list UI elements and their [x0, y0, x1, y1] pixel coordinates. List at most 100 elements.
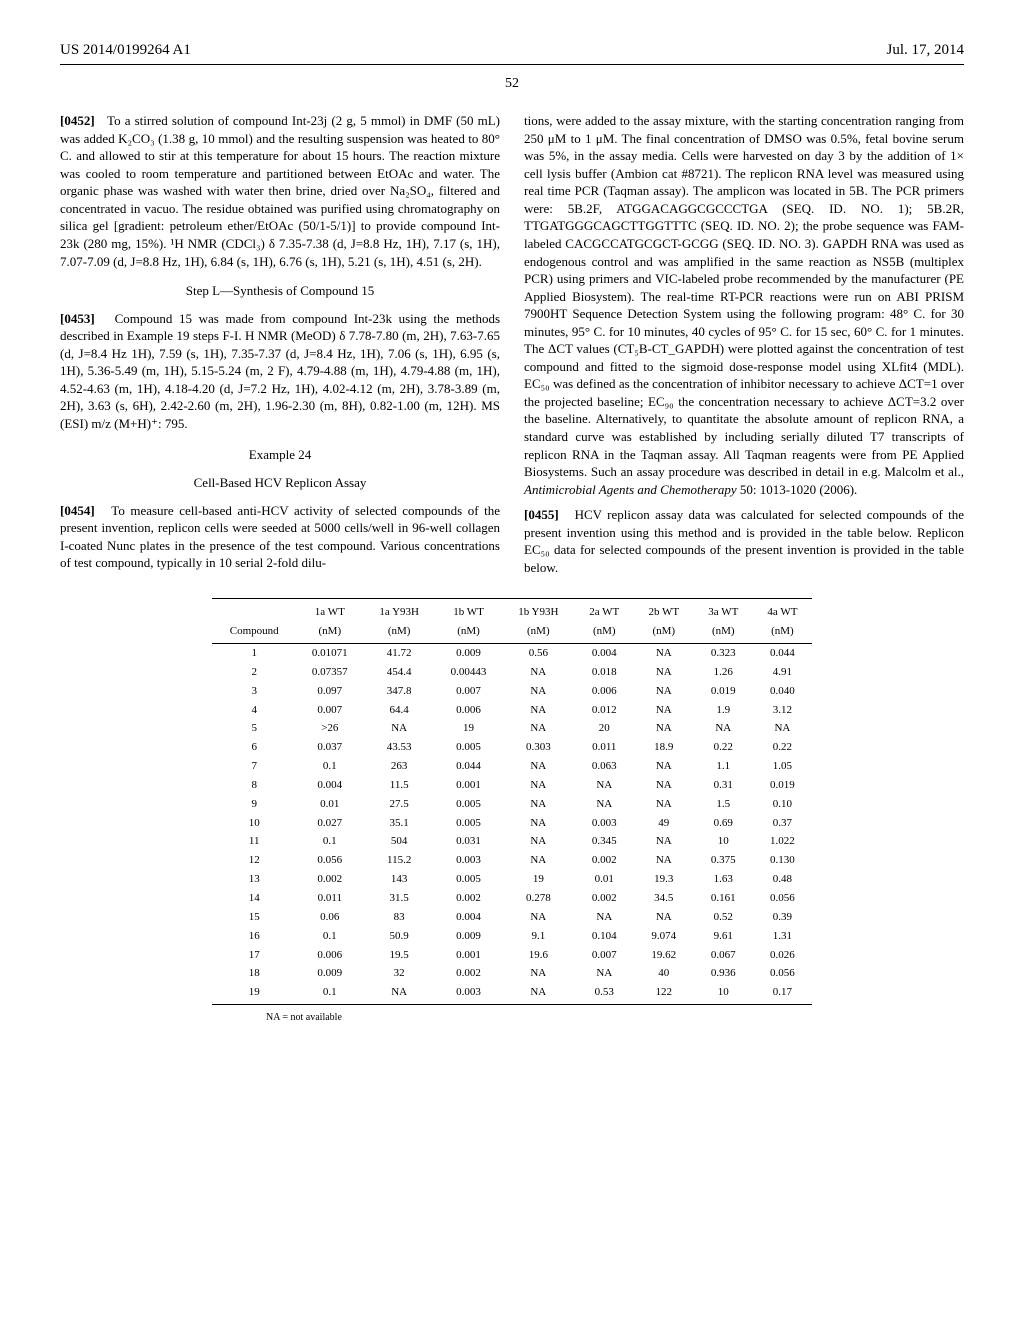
- table-cell: NA: [634, 832, 694, 851]
- table-cell: 18.9: [634, 738, 694, 757]
- table-cell: 122: [634, 983, 694, 1004]
- para-num: [0453]: [60, 311, 95, 326]
- journal-name: Antimicrobial Agents and Chemotherapy: [524, 482, 737, 497]
- table-cell: 1.1: [694, 757, 753, 776]
- table-cell: 5: [212, 719, 296, 738]
- table-cell: 0.037: [296, 738, 363, 757]
- table-cell: 0.69: [694, 814, 753, 833]
- table-cell: 3.12: [753, 701, 812, 720]
- table-cell: 1.31: [753, 927, 812, 946]
- table-row: 20.07357454.40.00443NA0.018NA1.264.91: [212, 663, 812, 682]
- table-cell: 13: [212, 870, 296, 889]
- table-cell: 0.52: [694, 908, 753, 927]
- table-cell: 0.22: [694, 738, 753, 757]
- table-cell: 20: [575, 719, 634, 738]
- table-cell: 0.1: [296, 757, 363, 776]
- table-cell: 1.26: [694, 663, 753, 682]
- table-cell: NA: [634, 663, 694, 682]
- para-text: To a stirred solution of compound Int-23…: [60, 113, 500, 268]
- col-header: (nM): [694, 622, 753, 643]
- table-cell: NA: [502, 851, 575, 870]
- ec50-data-table: 1a WT 1a Y93H 1b WT 1b Y93H 2a WT 2b WT …: [212, 598, 812, 1005]
- table-cell: 0.009: [296, 964, 363, 983]
- table-cell: 9.61: [694, 927, 753, 946]
- table-cell: 0.003: [575, 814, 634, 833]
- table-cell: 1.022: [753, 832, 812, 851]
- table-cell: 0.161: [694, 889, 753, 908]
- table-cell: 32: [363, 964, 435, 983]
- table-cell: 4.91: [753, 663, 812, 682]
- table-cell: 27.5: [363, 795, 435, 814]
- table-cell: NA: [575, 908, 634, 927]
- table-row: 130.0021430.005190.0119.31.630.48: [212, 870, 812, 889]
- table-cell: 0.104: [575, 927, 634, 946]
- table-cell: NA: [502, 776, 575, 795]
- table-cell: 8: [212, 776, 296, 795]
- para-text: To measure cell-based anti-HCV activity …: [60, 503, 500, 571]
- para-num: [0455]: [524, 507, 559, 522]
- para-text: HCV replicon assay data was calculated f…: [524, 507, 964, 575]
- table-cell: 0.22: [753, 738, 812, 757]
- table-cell: 0.004: [296, 776, 363, 795]
- table-cell: 0.011: [575, 738, 634, 757]
- table-cell: 0.06: [296, 908, 363, 927]
- two-column-body: [0452] To a stirred solution of compound…: [60, 112, 964, 584]
- table-row: 90.0127.50.005NANANA1.50.10: [212, 795, 812, 814]
- table-cell: NA: [502, 908, 575, 927]
- table-header-row-1: 1a WT 1a Y93H 1b WT 1b Y93H 2a WT 2b WT …: [212, 599, 812, 622]
- page-number: 52: [60, 75, 964, 94]
- table-cell: 0.044: [435, 757, 502, 776]
- table-cell: 347.8: [363, 682, 435, 701]
- table-cell: NA: [502, 832, 575, 851]
- col-header: 4a WT: [753, 599, 812, 622]
- table-cell: 0.011: [296, 889, 363, 908]
- table-cell: NA: [575, 795, 634, 814]
- table-cell: 0.278: [502, 889, 575, 908]
- table-row: 180.009320.002NANA400.9360.056: [212, 964, 812, 983]
- table-cell: 0.56: [502, 644, 575, 663]
- table-row: 10.0107141.720.0090.560.004NA0.3230.044: [212, 644, 812, 663]
- table-cell: 0.063: [575, 757, 634, 776]
- table-cell: 0.018: [575, 663, 634, 682]
- table-cell: 0.001: [435, 776, 502, 795]
- table-cell: 0.001: [435, 946, 502, 965]
- table-cell: 1.5: [694, 795, 753, 814]
- table-cell: 0.031: [435, 832, 502, 851]
- table-row: 60.03743.530.0050.3030.01118.90.220.22: [212, 738, 812, 757]
- table-cell: 7: [212, 757, 296, 776]
- table-cell: 19: [502, 870, 575, 889]
- table-cell: NA: [634, 776, 694, 795]
- table-cell: NA: [502, 719, 575, 738]
- table-cell: 1: [212, 644, 296, 663]
- table-row: 150.06830.004NANANA0.520.39: [212, 908, 812, 927]
- table-cell: 0.006: [575, 682, 634, 701]
- col-header: Compound: [212, 622, 296, 643]
- table-cell: 0.019: [694, 682, 753, 701]
- table-cell: 0.002: [575, 851, 634, 870]
- table-cell: 0.10: [753, 795, 812, 814]
- col-header: 1b WT: [435, 599, 502, 622]
- table-cell: NA: [575, 776, 634, 795]
- paragraph-0453: [0453] Compound 15 was made from compoun…: [60, 310, 500, 433]
- table-cell: NA: [502, 682, 575, 701]
- table-cell: 0.067: [694, 946, 753, 965]
- table-cell: 1.9: [694, 701, 753, 720]
- table-cell: 0.00443: [435, 663, 502, 682]
- table-row: 100.02735.10.005NA0.003490.690.37: [212, 814, 812, 833]
- table-cell: 19: [212, 983, 296, 1004]
- table-cell: 9.1: [502, 927, 575, 946]
- table-cell: NA: [502, 757, 575, 776]
- table-cell: 0.040: [753, 682, 812, 701]
- col-header: 2a WT: [575, 599, 634, 622]
- table-cell: 2: [212, 663, 296, 682]
- table-cell: 3: [212, 682, 296, 701]
- table-cell: NA: [502, 814, 575, 833]
- table-cell: 0.009: [435, 644, 502, 663]
- col-header: (nM): [363, 622, 435, 643]
- table-cell: 0.375: [694, 851, 753, 870]
- table-row: 170.00619.50.00119.60.00719.620.0670.026: [212, 946, 812, 965]
- table-cell: NA: [363, 719, 435, 738]
- col-header: (nM): [575, 622, 634, 643]
- table-cell: NA: [634, 719, 694, 738]
- table-cell: 14: [212, 889, 296, 908]
